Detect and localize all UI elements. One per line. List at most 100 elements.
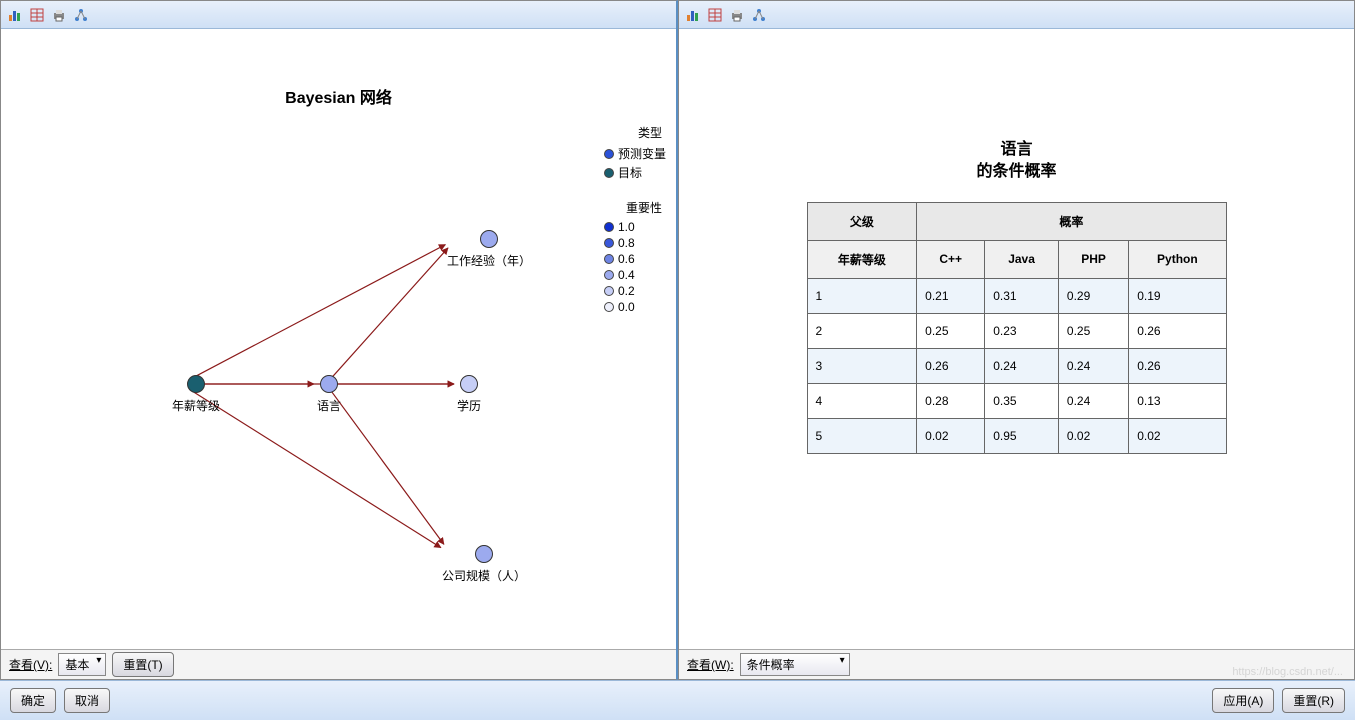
right-view-bar: 查看(W): 条件概率 (679, 649, 1354, 679)
cell-parent: 4 (807, 383, 917, 418)
title-line1: 语言 (679, 139, 1354, 161)
view-select-cond[interactable]: 条件概率 (740, 653, 850, 676)
prob-header: 概率 (917, 202, 1226, 240)
legend-row: 0.2 (604, 284, 666, 298)
node-circle-icon (320, 375, 338, 393)
legend-row: 0.8 (604, 236, 666, 250)
table-icon[interactable] (705, 5, 725, 25)
legend-dot-icon (604, 254, 614, 264)
cell-value: 0.26 (917, 348, 985, 383)
node-salary[interactable]: 年薪等级 (172, 375, 220, 414)
table-icon[interactable] (27, 5, 47, 25)
legend-dot-icon (604, 168, 614, 178)
cell-value: 0.19 (1129, 278, 1226, 313)
table-row: 50.020.950.020.02 (807, 418, 1226, 453)
cell-value: 0.26 (1129, 313, 1226, 348)
view-select-basic[interactable]: 基本 (58, 653, 106, 676)
probability-area: 语言 的条件概率 父级 概率 年薪等级 C++JavaPHPPython 10.… (679, 29, 1354, 649)
col-header: Java (985, 240, 1059, 278)
legend-label: 预测变量 (618, 145, 666, 162)
right-toolbar (679, 1, 1354, 29)
probability-title: 语言 的条件概率 (679, 139, 1354, 184)
col-header: C++ (917, 240, 985, 278)
title-line2: 的条件概率 (679, 161, 1354, 183)
node-exp[interactable]: 工作经验（年） (447, 230, 531, 269)
reset-button[interactable]: 重置(T) (112, 652, 173, 677)
cell-value: 0.24 (985, 348, 1059, 383)
legend: 类型 预测变量目标 重要性 1.0 0.8 0.6 0.4 0.2 0.0 (604, 124, 666, 332)
node-circle-icon (460, 375, 478, 393)
cell-value: 0.02 (1058, 418, 1128, 453)
view-label: 查看(V): (9, 656, 52, 673)
chart-icon[interactable] (683, 5, 703, 25)
node-lang[interactable]: 语言 (317, 375, 341, 414)
cell-value: 0.31 (985, 278, 1059, 313)
cell-value: 0.02 (917, 418, 985, 453)
left-panel: Bayesian 网络 年薪等级 工作经验（年） 语言 学历公司规模（人） 类型 预测… (0, 0, 678, 680)
legend-dot-icon (604, 222, 614, 232)
cell-parent: 2 (807, 313, 917, 348)
legend-row: 目标 (604, 164, 666, 181)
node-edu[interactable]: 学历 (457, 375, 481, 414)
legend-dot-icon (604, 149, 614, 159)
print-icon[interactable] (727, 5, 747, 25)
reset-all-button[interactable]: 重置(R) (1282, 688, 1345, 713)
chart-title: Bayesian 网络 (285, 84, 392, 108)
chart-icon[interactable] (5, 5, 25, 25)
bottom-bar: 确定 取消 应用(A) 重置(R) (0, 680, 1355, 720)
tree-icon[interactable] (71, 5, 91, 25)
legend-row: 0.6 (604, 252, 666, 266)
legend-label: 目标 (618, 164, 642, 181)
apply-button[interactable]: 应用(A) (1212, 688, 1274, 713)
probability-table: 父级 概率 年薪等级 C++JavaPHPPython 10.210.310.2… (807, 202, 1227, 454)
cell-value: 0.13 (1129, 383, 1226, 418)
left-toolbar (1, 1, 676, 29)
legend-dot-icon (604, 302, 614, 312)
cell-parent: 5 (807, 418, 917, 453)
col-header: PHP (1058, 240, 1128, 278)
cell-parent: 1 (807, 278, 917, 313)
cell-value: 0.23 (985, 313, 1059, 348)
legend-label: 1.0 (618, 220, 635, 234)
legend-dot-icon (604, 238, 614, 248)
view-label: 查看(W): (687, 656, 734, 673)
cell-value: 0.25 (917, 313, 985, 348)
cell-value: 0.29 (1058, 278, 1128, 313)
table-row: 10.210.310.290.19 (807, 278, 1226, 313)
legend-row: 1.0 (604, 220, 666, 234)
node-circle-icon (480, 230, 498, 248)
cell-value: 0.24 (1058, 383, 1128, 418)
right-panel: 语言 的条件概率 父级 概率 年薪等级 C++JavaPHPPython 10.… (678, 0, 1355, 680)
col-header: Python (1129, 240, 1226, 278)
left-view-bar: 查看(V): 基本 重置(T) (1, 649, 676, 679)
legend-label: 0.4 (618, 268, 635, 282)
node-label: 公司规模（人） (442, 567, 526, 584)
node-label: 工作经验（年） (447, 252, 531, 269)
edges-layer (1, 29, 676, 649)
ok-button[interactable]: 确定 (10, 688, 56, 713)
legend-row: 预测变量 (604, 145, 666, 162)
legend-row: 0.0 (604, 300, 666, 314)
cell-value: 0.24 (1058, 348, 1128, 383)
legend-type-title: 类型 (604, 124, 666, 141)
node-circle-icon (475, 545, 493, 563)
legend-row: 0.4 (604, 268, 666, 282)
cell-value: 0.28 (917, 383, 985, 418)
print-icon[interactable] (49, 5, 69, 25)
node-label: 学历 (457, 397, 481, 414)
legend-label: 0.8 (618, 236, 635, 250)
node-size[interactable]: 公司规模（人） (442, 545, 526, 584)
network-canvas: Bayesian 网络 年薪等级 工作经验（年） 语言 学历公司规模（人） 类型 预测… (1, 29, 676, 649)
cell-value: 0.25 (1058, 313, 1128, 348)
cancel-button[interactable]: 取消 (64, 688, 110, 713)
legend-importance-title: 重要性 (604, 199, 666, 216)
legend-label: 0.0 (618, 300, 635, 314)
node-label: 语言 (317, 397, 341, 414)
parent-col: 年薪等级 (807, 240, 917, 278)
table-row: 40.280.350.240.13 (807, 383, 1226, 418)
node-circle-icon (187, 375, 205, 393)
cell-value: 0.21 (917, 278, 985, 313)
node-label: 年薪等级 (172, 397, 220, 414)
tree-icon[interactable] (749, 5, 769, 25)
cell-parent: 3 (807, 348, 917, 383)
